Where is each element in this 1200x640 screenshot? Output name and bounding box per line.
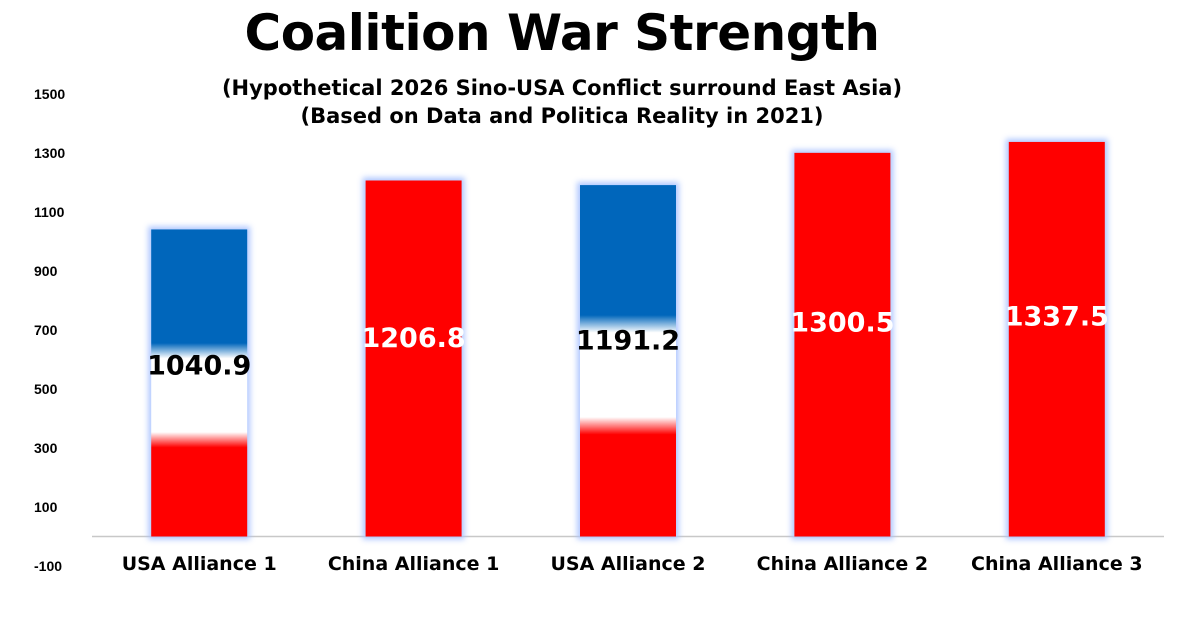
bar-china-alliance-3 <box>1008 141 1105 537</box>
data-label: 1206.8 <box>361 323 465 354</box>
chart-subtitle-2: (Based on Data and Politica Reality in 2… <box>300 104 824 128</box>
x-category-label: USA Alliance 2 <box>550 553 705 575</box>
y-tick-label: 700 <box>34 322 58 338</box>
bar-china-alliance-1 <box>365 180 462 537</box>
x-axis-labels: USA Alliance 1 China Alliance 1 USA Allian… <box>122 553 1143 575</box>
y-tick-label: 100 <box>34 499 58 515</box>
y-tick-label: 1500 <box>34 86 65 102</box>
y-tick-label: 300 <box>34 440 58 456</box>
bars-group: 1040.9 1206.8 1191.2 1300.5 1337.5 <box>147 138 1109 540</box>
chart-title: Coalition War Strength <box>244 4 881 62</box>
y-tick-label: 500 <box>34 381 58 397</box>
x-category-label: China Alliance 1 <box>328 553 500 575</box>
bar-usa-alliance-2 <box>580 185 676 537</box>
x-category-label: China Alliance 2 <box>757 553 929 575</box>
y-tick-label: 1300 <box>34 145 65 161</box>
bar-china-alliance-2 <box>794 152 891 537</box>
x-category-label: USA Alliance 1 <box>122 553 277 575</box>
data-label: 1040.9 <box>147 351 251 382</box>
data-label: 1300.5 <box>790 308 894 339</box>
chart-subtitle-1: (Hypothetical 2026 Sino-USA Conflict sur… <box>221 76 903 100</box>
y-tick-label: 900 <box>34 263 58 279</box>
data-label: 1337.5 <box>1005 302 1109 333</box>
y-axis: -100 100 300 500 700 900 1100 1300 1500 <box>34 86 65 574</box>
bar-usa-alliance-1 <box>151 229 248 537</box>
y-tick-label: 1100 <box>34 204 65 220</box>
x-category-label: China Alliance 3 <box>971 553 1143 575</box>
y-tick-label: -100 <box>34 558 62 574</box>
data-label: 1191.2 <box>576 326 680 357</box>
